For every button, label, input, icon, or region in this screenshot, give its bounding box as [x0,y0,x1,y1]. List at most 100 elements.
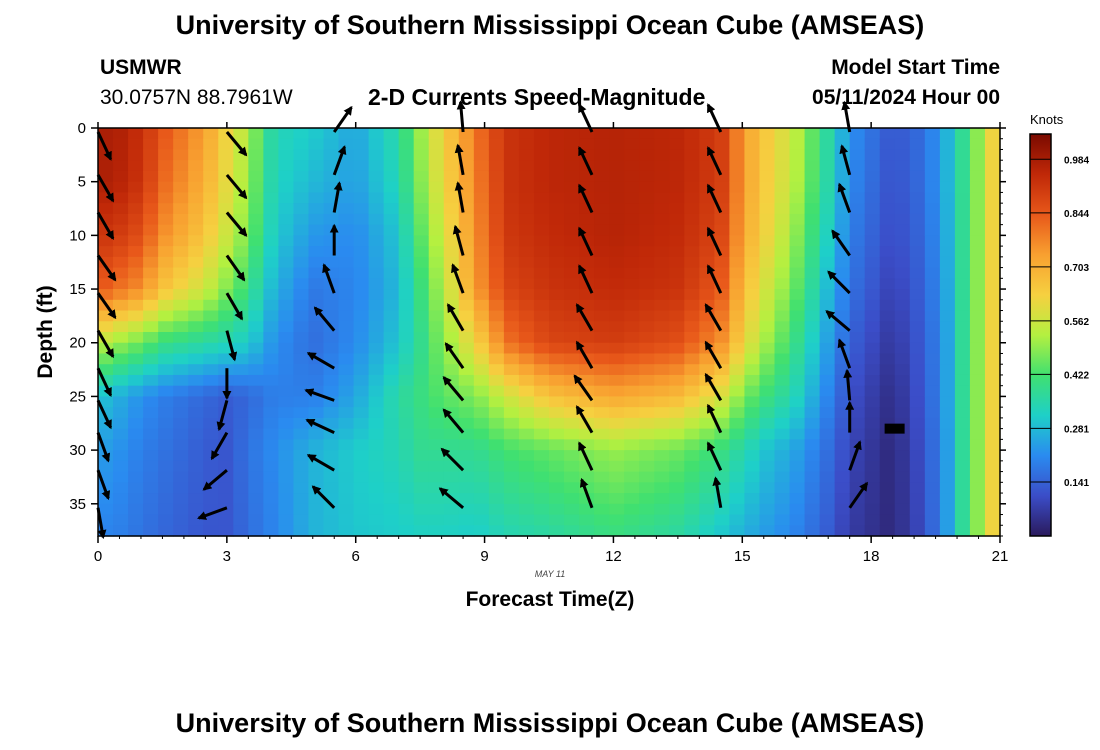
heatmap-cell [564,224,580,236]
heatmap-cell [443,235,460,247]
heatmap-cell [729,450,746,462]
heatmap-cell [789,471,806,483]
heatmap-cell [398,396,415,408]
heatmap-cell [744,160,761,172]
heatmap-cell [639,181,655,194]
heatmap-cell [759,482,776,494]
heatmap-cell [188,396,204,408]
heatmap-cell [338,321,355,333]
heatmap-cell [879,256,896,269]
heatmap-cell [413,267,430,279]
heatmap-cell [383,213,400,226]
heatmap-cell [804,374,821,387]
heatmap-cell [368,149,385,161]
heatmap-cell [669,128,685,140]
heatmap-cell [924,428,941,440]
heatmap-cell [849,364,866,376]
heatmap-cell [759,192,776,204]
heatmap-cell [594,450,610,462]
heatmap-cell [98,170,114,183]
current-vector-arrow [202,469,228,491]
heatmap-cell [639,364,655,376]
heatmap-cell [819,417,836,430]
heatmap-cell [684,353,700,365]
heatmap-cell [248,203,264,215]
colorbar-ramp [1029,133,1052,537]
heatmap-cell [203,213,219,226]
heatmap-cell [293,267,310,279]
heatmap-cell [128,342,144,355]
heatmap-cell [564,396,580,408]
heatmap-cell [173,138,189,151]
heatmap-cell [699,235,715,247]
heatmap-cell [624,525,640,537]
heatmap-cell [293,503,310,516]
heatmap-cell [398,482,415,494]
station-id: USMWR [100,56,182,79]
heatmap-cell [639,482,655,494]
heatmap-cell [353,342,370,355]
heatmap-cell [473,181,490,194]
heatmap-cell [594,128,610,140]
heatmap-cell [218,160,234,172]
heatmap-cell [774,364,791,376]
heatmap-cell [894,203,911,215]
heatmap-cell [368,267,385,279]
heatmap-cell [684,503,700,516]
heatmap-cell [323,203,340,215]
heatmap-cell [368,246,385,258]
colorbar-tick-label: 0.984 [1064,155,1089,166]
heatmap-cell [368,203,385,215]
heatmap-cell [263,450,279,462]
heatmap-cell [594,160,610,172]
heatmap-cell [834,407,851,419]
heatmap-cell [549,138,565,151]
heatmap-cell [939,525,956,537]
heatmap-cell [248,525,264,537]
heatmap-cell [443,213,460,226]
heatmap-cell [383,278,400,290]
heatmap-cell [428,396,445,408]
heatmap-cell [488,342,505,355]
heatmap-cell [909,450,926,462]
heatmap-cell [714,353,730,365]
heatmap-cell [503,493,520,505]
heatmap-cell [594,353,610,365]
heatmap-cell [624,450,640,462]
heatmap-cell [428,374,445,387]
heatmap-cell [368,181,385,194]
heatmap-cell [203,160,219,172]
heatmap-cell [293,342,310,355]
heatmap-cell [188,192,204,204]
heatmap-cell [624,149,640,161]
heatmap-cell [849,160,866,172]
heatmap-cell [804,321,821,333]
heatmap-cell [924,407,941,419]
heatmap-cell [639,256,655,269]
heatmap-cell [954,396,971,408]
heatmap-cell [624,138,640,151]
heatmap-cell [759,310,776,322]
heatmap-cell [729,170,746,183]
heatmap-cell [413,289,430,301]
heatmap-cell [413,128,430,140]
heatmap-cell [819,149,836,161]
heatmap-cell [864,493,881,505]
heatmap-cell [864,321,881,333]
heatmap-cell [188,235,204,247]
y-tick-label: 10 [69,227,86,244]
heatmap-cell [398,428,415,440]
heatmap-cell [984,514,1001,526]
heatmap-cell [639,450,655,462]
heatmap-cell [443,417,460,430]
heatmap-cell [488,385,505,398]
heatmap-cell [323,396,340,408]
heatmap-cell [879,192,896,204]
heatmap-cell [609,450,625,462]
heatmap-cell [699,170,715,183]
heatmap-cell [323,170,340,183]
heatmap-cell [714,170,730,183]
heatmap-cell [308,192,325,204]
heatmap-cell [443,385,460,398]
heatmap-cell [924,203,941,215]
